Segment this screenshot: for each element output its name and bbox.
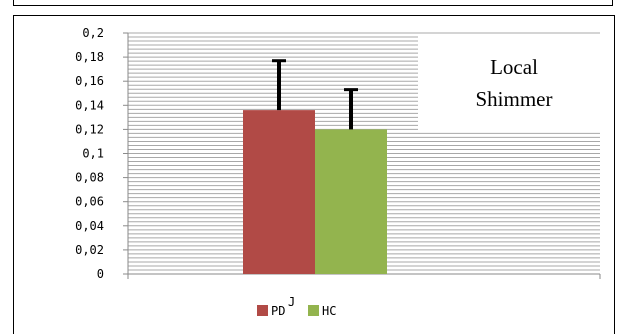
y-tick-label: 0,1 (82, 147, 104, 161)
legend: PD J HC (257, 295, 336, 318)
y-tick-label: 0,2 (82, 26, 104, 40)
annotation-box (418, 36, 613, 131)
error-bars (272, 59, 358, 130)
y-tick-labels: 0 0,02 0,04 0,06 0,08 0,1 0,12 0,14 0,16 0,18 0,2 (75, 26, 104, 281)
y-tick-label: 0,14 (75, 98, 104, 112)
y-tick-label: 0 (97, 267, 104, 281)
legend-swatch-hc (308, 305, 319, 316)
bar-chart: 00,020,040,060,080,10,120,140,160,180,2 … (75, 26, 613, 318)
y-tick-label: 0,06 (75, 195, 104, 209)
y-tick-label: 0,16 (75, 74, 104, 88)
bar-hc (315, 129, 387, 274)
annotation-line-1: Local (490, 55, 538, 79)
bars (243, 110, 387, 275)
legend-label-hc: HC (322, 304, 336, 318)
chart-frame: 0 0,02 0,04 0,06 0,08 0,1 0,12 0,14 0,16 0,18 0,2 … (13, 15, 615, 334)
annotation-line-2: Shimmer (476, 87, 553, 111)
legend-superscript: J (288, 295, 295, 309)
legend-swatch-pd (257, 305, 268, 316)
y-tick-label: 0,04 (75, 219, 104, 233)
y-tick-label: 0,02 (75, 243, 104, 257)
y-tick-label: 0,08 (75, 171, 104, 185)
y-tick-label: 0,12 (75, 122, 104, 136)
bar-pd (243, 110, 315, 275)
legend-label-pd: PD (271, 304, 285, 318)
y-tick-label: 0,18 (75, 50, 104, 64)
top-frame-strip (13, 0, 613, 6)
